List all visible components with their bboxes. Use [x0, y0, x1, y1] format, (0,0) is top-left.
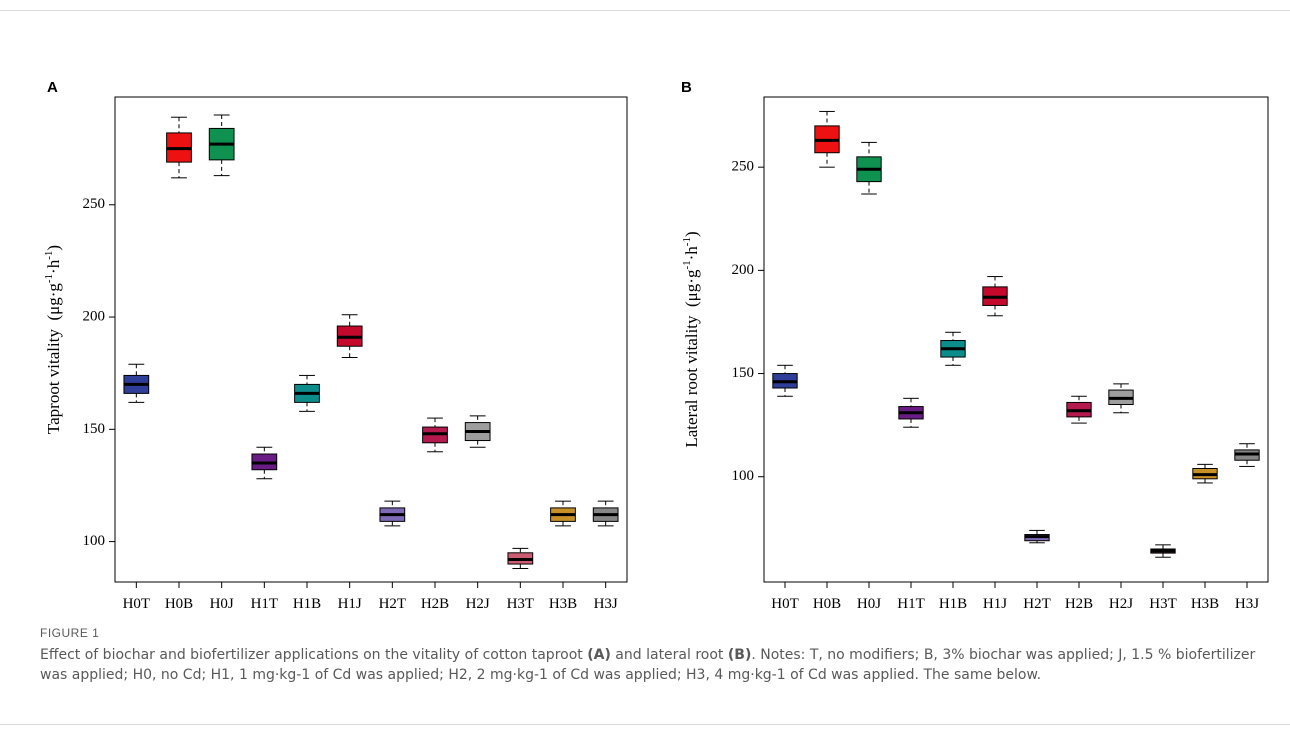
panel-a-box-H2B — [422, 417, 448, 453]
panel-b-xtick-label-H0T: H0T — [771, 596, 799, 612]
panel-b-xtick-label-H2B: H2B — [1065, 596, 1093, 612]
panel-b-xtick-label-H1J: H1J — [983, 596, 1007, 612]
panel-a-box-H1B — [294, 374, 320, 412]
panel-b-letter: B — [681, 79, 692, 96]
panel-a-ytick-label-250: 250 — [83, 196, 106, 212]
panel-a-xtick-label-H3B: H3B — [549, 596, 577, 612]
panel-a-xtick-label-H2B: H2B — [421, 596, 449, 612]
panel-b-ytick-label-100: 100 — [732, 468, 755, 484]
panel-a-xtick-label-H2T: H2T — [379, 596, 407, 612]
figure-caption: Effect of biochar and biofertilizer appl… — [40, 645, 1265, 685]
panel-b-ytick-label-150: 150 — [732, 365, 755, 381]
panel-b-box-H1B — [940, 331, 966, 366]
caption-text-3: . Notes: T, no modifiers; B, 3% biochar … — [40, 647, 1256, 683]
panel-b-ytick-label-200: 200 — [732, 262, 755, 278]
panel-a-xtick-label-H1B: H1B — [293, 596, 321, 612]
panel-b-box-H2B — [1066, 395, 1092, 424]
panel-a-box-H1T — [251, 446, 278, 480]
panel-b-box-H0T — [772, 364, 798, 397]
panel-a-xtick-label-H0J: H0J — [210, 596, 234, 612]
panel-a-box-H2T — [379, 500, 406, 527]
panel-b-xtick-label-H3J: H3J — [1235, 596, 1259, 612]
panel-b-xtick-label-H0B: H0B — [813, 596, 841, 612]
panel-a-xtick-label-H0T: H0T — [123, 596, 151, 612]
panel-b-box-H2T — [1024, 529, 1050, 544]
panel-a-box-H0T — [123, 363, 150, 403]
panel-a-frame — [114, 96, 628, 583]
panel-a: A 100 150 200 250 Taproot vitality (μg·g-1·h-… — [43, 79, 628, 612]
panel-a-xtick-label-H3J: H3J — [594, 596, 618, 612]
panel-b-xtick-label-H0J: H0J — [857, 596, 881, 612]
panel-a-ytick-label-150: 150 — [83, 421, 106, 437]
caption-ref-a: (A) — [587, 647, 611, 663]
panel-b-xtick-label-H1T: H1T — [897, 596, 925, 612]
panel-a-box-H2J — [464, 415, 491, 448]
panel-a-box-H0J — [208, 114, 235, 177]
panel-b-box-H1T — [898, 397, 924, 428]
panel-b-y-axis-title: Lateral root vitality (μg·g-1·h-1) — [681, 231, 701, 447]
panel-a-y-axis-title: Taproot vitality (μg·g-1·h-1) — [43, 245, 63, 434]
panel-a-box-H3T — [507, 547, 534, 570]
panel-b: B 100 150 200 250 Lateral root vitality (μg·g… — [681, 79, 1269, 612]
bottom-divider — [0, 724, 1290, 725]
panel-b-box-H0B — [814, 110, 840, 168]
panel-a-box-H1J — [336, 314, 363, 358]
panel-b-xtick-label-H3T: H3T — [1149, 596, 1177, 612]
caption-ref-b: (B) — [727, 647, 752, 663]
figure-canvas: A 100 150 200 250 Taproot vitality (μg·g-1·h-… — [43, 79, 1269, 612]
panel-b-box-H3B — [1192, 463, 1218, 484]
panel-b-xtick-label-H2J: H2J — [1109, 596, 1133, 612]
panel-a-ytick-label-200: 200 — [83, 308, 106, 324]
panel-b-box-H2J — [1108, 383, 1134, 414]
figure-label: FIGURE 1 — [40, 626, 100, 640]
panel-b-box-H0J — [856, 141, 882, 195]
panel-b-xtick-label-H2T: H2T — [1023, 596, 1051, 612]
panel-a-xtick-label-H3T: H3T — [507, 596, 535, 612]
panel-a-xtick-label-H0B: H0B — [165, 596, 193, 612]
panel-b-xtick-label-H3B: H3B — [1191, 596, 1219, 612]
panel-b-xtick-label-H1B: H1B — [939, 596, 967, 612]
top-divider — [0, 10, 1290, 11]
panel-a-xtick-label-H1T: H1T — [251, 596, 279, 612]
panel-b-ytick-label-250: 250 — [732, 159, 755, 175]
panel-a-box-H3B — [550, 500, 576, 527]
panel-b-frame — [763, 96, 1269, 583]
panel-a-xtick-label-H2J: H2J — [466, 596, 490, 612]
caption-text-2: and lateral root — [610, 647, 728, 663]
panel-b-box-H3T — [1150, 544, 1176, 558]
panel-b-box-H3J — [1234, 443, 1260, 467]
panel-a-xtick-label-H1J: H1J — [338, 596, 362, 612]
panel-a-ytick-label-100: 100 — [83, 533, 106, 549]
caption-text-1: Effect of biochar and biofertilizer appl… — [40, 647, 588, 663]
panel-b-box-H1J — [982, 276, 1008, 317]
panel-a-box-H0B — [166, 116, 192, 179]
panel-a-box-H3J — [592, 500, 619, 527]
panel-a-letter: A — [47, 79, 58, 96]
